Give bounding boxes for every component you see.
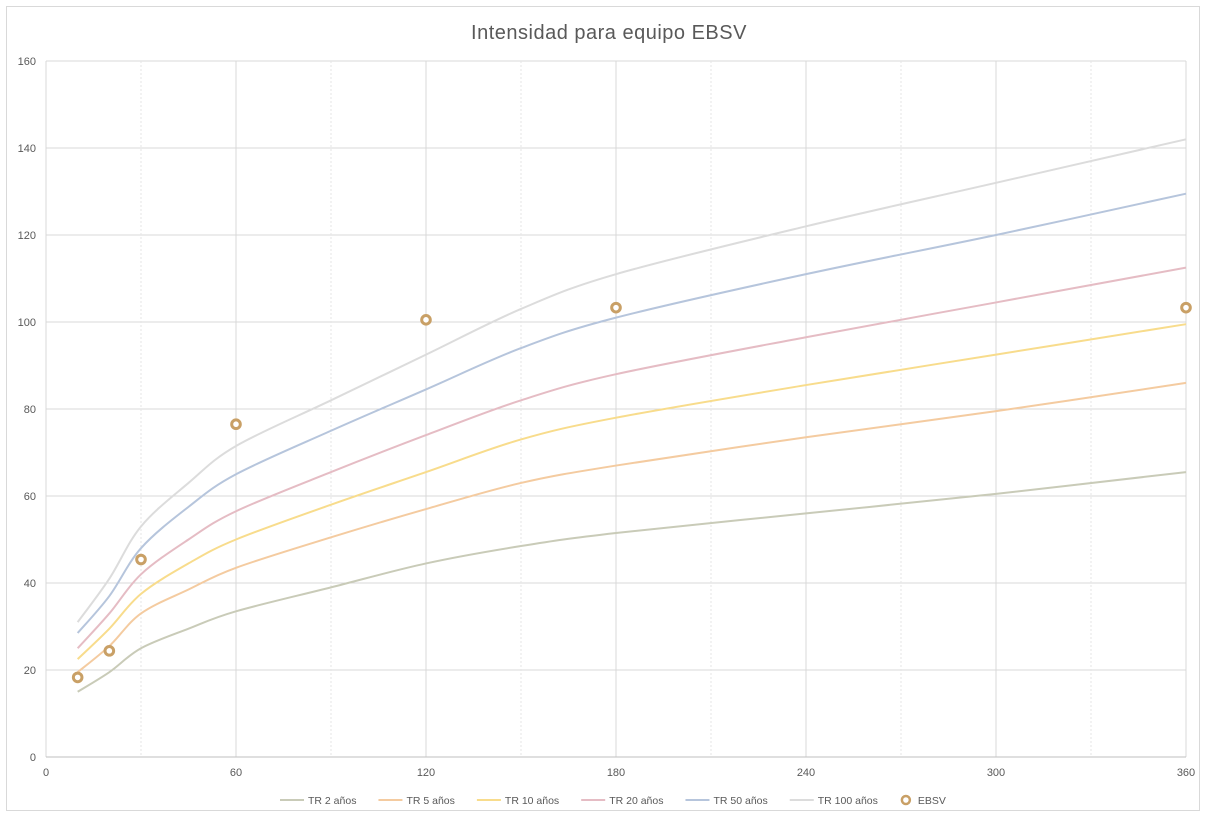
ebsv-point (1180, 301, 1192, 314)
series-line-2 (77, 381, 1187, 673)
x-axis: 0 60 120 180 240 300 360 (43, 767, 1195, 779)
legend-label: TR 50 años (713, 795, 767, 807)
y-tick-label: 140 (18, 143, 36, 155)
chart-title: Intensidad para equipo EBSV (471, 22, 747, 44)
series-line-4 (76, 266, 1187, 649)
y-axis: 0 20 40 60 80 100 120 140 160 (18, 56, 36, 764)
legend-label: TR 100 años (818, 795, 878, 807)
series-line-1 (77, 471, 1187, 693)
series-lines (76, 138, 1187, 693)
x-tick-label: 180 (607, 767, 625, 779)
series-line-6 (76, 138, 1187, 623)
legend-label: TR 20 años (609, 795, 663, 807)
y-tick-label: 60 (24, 491, 36, 503)
ebsv-points (71, 301, 1192, 684)
ebsv-point (71, 671, 84, 684)
y-tick-label: 0 (30, 752, 36, 764)
x-tick-label: 0 (43, 767, 49, 779)
x-tick-label: 120 (417, 767, 435, 779)
x-tick-label: 240 (797, 767, 815, 779)
x-tick-label: 60 (230, 767, 242, 779)
y-tick-label: 120 (18, 230, 36, 242)
ebsv-point (610, 301, 622, 314)
series-line-5 (76, 192, 1187, 634)
ebsv-point (230, 418, 242, 431)
legend-label: TR 5 años (406, 795, 454, 807)
legend-label: EBSV (918, 795, 946, 807)
series-line-3 (76, 323, 1187, 660)
x-tick-label: 360 (1177, 767, 1195, 779)
y-tick-label: 160 (18, 56, 36, 68)
legend: TR 2 años TR 5 años TR 10 años TR 20 años TR… (280, 794, 946, 807)
y-tick-label: 100 (18, 317, 36, 329)
legend-swatch (900, 794, 912, 806)
ebsv-point (135, 553, 147, 566)
legend-label: TR 10 años (505, 795, 559, 807)
y-tick-label: 80 (24, 404, 36, 416)
ebsv-point (420, 314, 432, 326)
y-tick-label: 40 (24, 578, 36, 590)
legend-label: TR 2 años (308, 795, 356, 807)
ebsv-point (103, 645, 116, 657)
x-tick-label: 300 (987, 767, 1005, 779)
y-tick-label: 20 (24, 665, 36, 677)
